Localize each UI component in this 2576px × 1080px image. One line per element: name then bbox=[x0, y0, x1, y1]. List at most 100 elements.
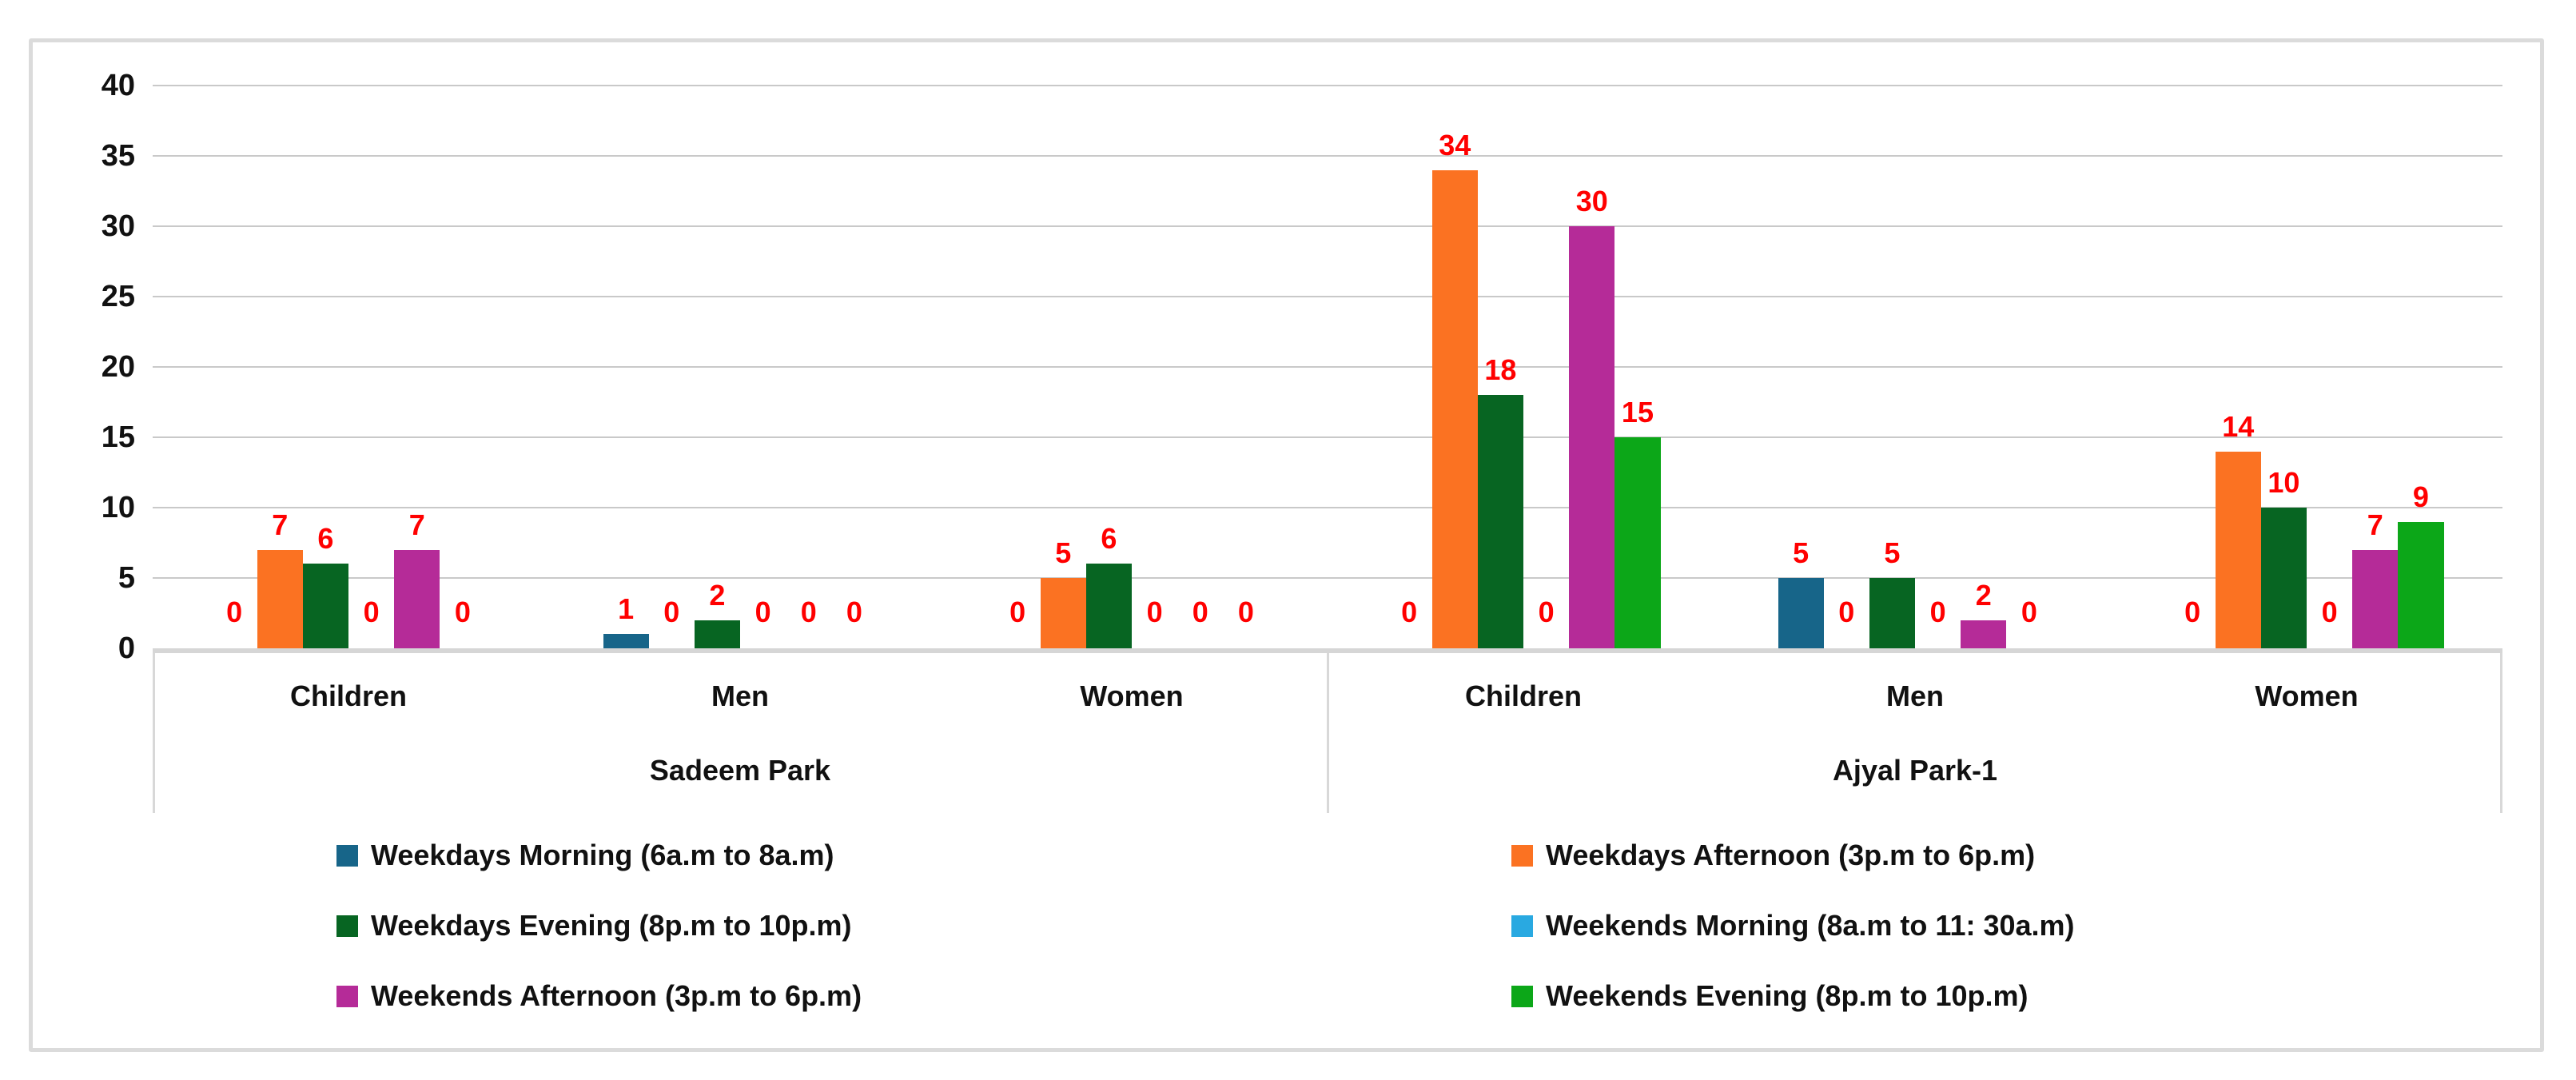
plot-area: 0 7 6 0 7 0 1 0 2 0 0 0 0 5 6 0 0 0 0 34 18 0 30 15 5 0 5 0 2 0 0 14 10 0… bbox=[153, 85, 2502, 648]
bar-weekdays-evening bbox=[1085, 564, 1133, 648]
bar-slot: 0 bbox=[1387, 86, 1432, 648]
bar-value-label: 6 bbox=[1101, 522, 1117, 556]
park-section-1: 0 34 18 0 30 15 5 0 5 0 2 0 0 14 10 0 7 9 bbox=[1328, 86, 2502, 648]
category-cell: Children bbox=[153, 653, 544, 739]
bar-value-label: 0 bbox=[1929, 596, 1946, 628]
bar-slot: 0 bbox=[212, 86, 257, 648]
chart-frame: 0 5 10 15 20 25 30 35 40 0 7 6 0 7 0 1 0 2 0 0 0 0 5 6 0 0 0 0 34 18… bbox=[29, 38, 2544, 1052]
gridline-10 bbox=[153, 507, 2502, 508]
bar-value-label: 0 bbox=[1401, 596, 1418, 628]
category-axis: Children Men Women Children Men Women Sadeem … bbox=[153, 648, 2502, 813]
bar-weekdays-evening bbox=[302, 564, 349, 648]
bar-value-label: 0 bbox=[846, 596, 862, 628]
legend-label-4: Weekends Afternoon (3p.m to 6p.m) bbox=[371, 979, 862, 1012]
legend-item-0: Weekdays Morning (6a.m to 8a.m) bbox=[336, 830, 1511, 881]
bar-slot: 0 bbox=[1523, 86, 1569, 648]
bar-slot: 2 bbox=[1961, 86, 2007, 648]
bar-value-label: 0 bbox=[2021, 596, 2037, 628]
gridline-25 bbox=[153, 296, 2502, 297]
bar-value-label: 0 bbox=[2184, 596, 2201, 628]
park-label-0: Sadeem Park bbox=[649, 754, 831, 787]
bar-weekends-afternoon bbox=[1569, 226, 1615, 648]
bar-weekends-afternoon bbox=[2352, 549, 2399, 648]
park-label-row: Sadeem Park Ajyal Park-1 bbox=[153, 739, 2502, 813]
park-cell-1: Ajyal Park-1 bbox=[1328, 739, 2502, 813]
bar-slot: 7 bbox=[2352, 86, 2399, 648]
bar-value-label: 1 bbox=[618, 592, 635, 626]
legend-swatch-icon bbox=[1511, 985, 1533, 1007]
bar-value-label: 2 bbox=[1975, 578, 1992, 612]
bar-slot: 9 bbox=[2398, 86, 2444, 648]
bar-group-ajyal-park-1-children: 0 34 18 0 30 15 bbox=[1328, 86, 1719, 648]
bar-slot: 5 bbox=[1869, 86, 1916, 648]
bar-weekends-afternoon bbox=[394, 549, 440, 648]
bar-slot: 34 bbox=[1431, 86, 1478, 648]
bar-value-label: 0 bbox=[454, 596, 471, 628]
bar-value-label: 30 bbox=[1575, 185, 1608, 217]
bar-weekdays-afternoon bbox=[2215, 451, 2261, 648]
legend-item-1: Weekdays Afternoon (3p.m to 6p.m) bbox=[1511, 830, 2576, 881]
legend-item-3: Weekends Morning (8a.m to 11: 30a.m) bbox=[1511, 900, 2576, 951]
axis-divider-2 bbox=[2500, 653, 2502, 813]
bar-slot: 0 bbox=[831, 86, 877, 648]
bar-slot: 30 bbox=[1569, 86, 1615, 648]
bar-value-label: 0 bbox=[363, 596, 380, 628]
bar-weekdays-afternoon bbox=[1040, 578, 1086, 648]
bar-weekends-afternoon bbox=[1961, 620, 2007, 648]
legend-label-5: Weekends Evening (8p.m to 10p.m) bbox=[1546, 979, 2029, 1012]
bar-value-label: 0 bbox=[1146, 596, 1163, 628]
y-axis-label-0: 0 bbox=[117, 632, 135, 665]
bar-slot: 0 bbox=[740, 86, 786, 648]
bar-slot: 0 bbox=[1915, 86, 1961, 648]
bar-weekdays-afternoon bbox=[257, 549, 303, 648]
bar-slot: 7 bbox=[394, 86, 440, 648]
bar-value-label: 15 bbox=[1621, 396, 1654, 428]
bar-value-label: 7 bbox=[2367, 508, 2383, 541]
y-axis-label-20: 20 bbox=[101, 350, 135, 384]
bar-slot: 0 bbox=[995, 86, 1041, 648]
bar-slot: 0 bbox=[440, 86, 485, 648]
y-axis-label-40: 40 bbox=[101, 69, 135, 102]
gridline-40 bbox=[153, 85, 2502, 86]
y-axis-label-15: 15 bbox=[101, 420, 135, 454]
bar-slot: 0 bbox=[649, 86, 695, 648]
legend-item-5: Weekends Evening (8p.m to 10p.m) bbox=[1511, 970, 2576, 1022]
bar-slot: 5 bbox=[1040, 86, 1086, 648]
legend: Weekdays Morning (6a.m to 8a.m) Weekdays … bbox=[336, 830, 2576, 1022]
bar-slot: 15 bbox=[1614, 86, 1661, 648]
bar-weekdays-afternoon bbox=[1431, 169, 1478, 648]
bar-weekdays-evening bbox=[2260, 508, 2307, 648]
y-axis: 0 5 10 15 20 25 30 35 40 bbox=[33, 70, 135, 664]
bar-value-label: 2 bbox=[709, 578, 726, 612]
bar-group-ajyal-park-1-women: 0 14 10 0 7 9 bbox=[2111, 86, 2502, 648]
y-axis-label-10: 10 bbox=[101, 491, 135, 524]
legend-label-3: Weekends Morning (8a.m to 11: 30a.m) bbox=[1546, 909, 2075, 942]
y-axis-label-25: 25 bbox=[101, 280, 135, 313]
bar-slot: 6 bbox=[1085, 86, 1133, 648]
bar-value-label: 0 bbox=[1009, 596, 1026, 628]
bar-slot: 10 bbox=[2260, 86, 2307, 648]
axis-divider-0 bbox=[153, 653, 155, 813]
bar-value-label: 0 bbox=[226, 596, 243, 628]
legend-swatch-icon bbox=[336, 985, 358, 1007]
bar-value-label: 5 bbox=[1793, 536, 1810, 569]
bar-slot: 7 bbox=[257, 86, 303, 648]
bar-value-label: 0 bbox=[1538, 596, 1555, 628]
bar-weekends-evening bbox=[2398, 521, 2444, 648]
y-axis-label-35: 35 bbox=[101, 139, 135, 173]
legend-swatch-icon bbox=[336, 915, 358, 937]
bar-weekdays-morning bbox=[1778, 578, 1824, 648]
legend-swatch-icon bbox=[1511, 915, 1533, 937]
bar-slot: 0 bbox=[1177, 86, 1223, 648]
bar-slot: 5 bbox=[1778, 86, 1824, 648]
bar-weekends-evening bbox=[1614, 437, 1661, 648]
